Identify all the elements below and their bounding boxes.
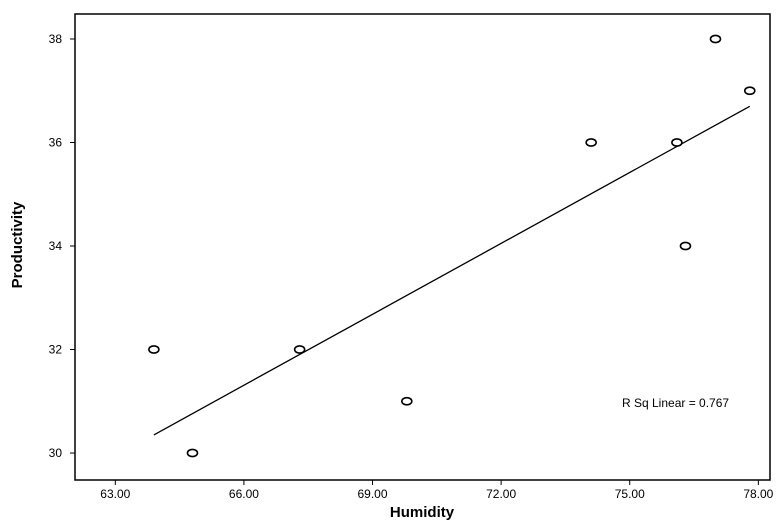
x-tick-label: 78.00	[743, 487, 773, 501]
data-point	[401, 396, 413, 406]
x-axis-title: Humidity	[390, 504, 455, 521]
data-point	[709, 34, 722, 44]
data-point	[671, 138, 683, 147]
y-tick-label: 34	[49, 239, 63, 253]
data-point	[585, 138, 597, 147]
x-tick-label: 63.00	[100, 487, 130, 501]
x-tick-label: 66.00	[229, 487, 259, 501]
y-axis-title: Productivity	[9, 201, 26, 288]
regression-line	[153, 105, 751, 436]
data-point	[148, 345, 160, 354]
y-tick-label: 36	[49, 136, 63, 150]
y-tick-label: 38	[49, 32, 63, 46]
data-point	[743, 86, 756, 96]
x-tick-label: 72.00	[486, 487, 516, 501]
x-tick-label: 75.00	[615, 487, 645, 501]
data-point	[293, 345, 306, 354]
y-tick-label: 32	[49, 343, 63, 357]
data-point	[186, 448, 199, 458]
y-axis: 30 32 34 36 38	[49, 32, 75, 460]
data-point	[679, 241, 692, 251]
r-squared-annotation: R Sq Linear = 0.767	[622, 396, 729, 410]
x-axis: 63.00 66.00 69.00 72.00 75.00 78.00	[100, 480, 774, 501]
x-tick-label: 69.00	[358, 487, 388, 501]
y-tick-label: 30	[49, 446, 63, 460]
data-points	[148, 34, 756, 458]
plot-frame	[74, 13, 771, 481]
